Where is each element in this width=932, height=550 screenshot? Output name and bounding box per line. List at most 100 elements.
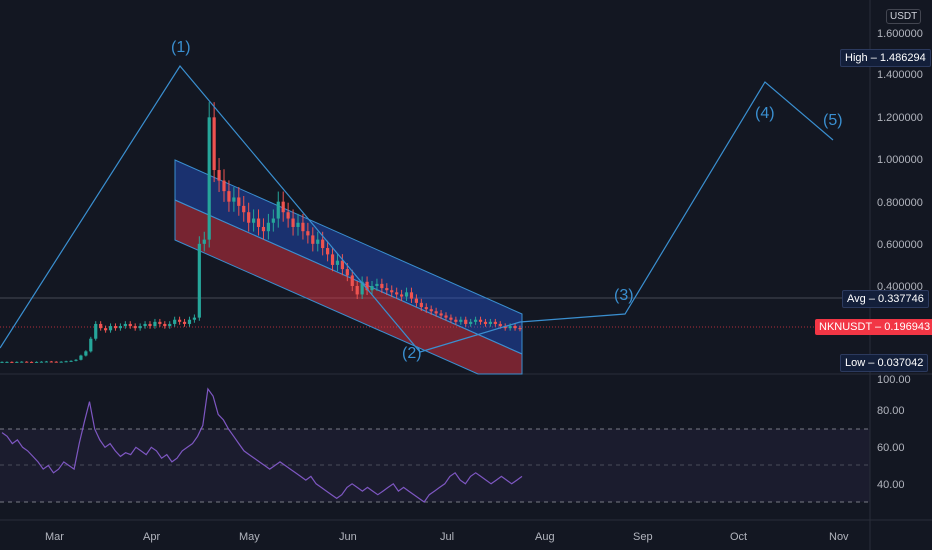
rsi-pane[interactable]: [0, 375, 870, 520]
wave-label-1: (1): [171, 39, 191, 56]
candle-body: [395, 292, 399, 295]
candle-body: [429, 309, 433, 312]
candle-body: [261, 226, 266, 232]
candle-body: [212, 117, 216, 171]
candle-body: [39, 361, 44, 363]
candle-body: [118, 326, 122, 329]
last-price-tag: NKNUSDT – 0.196943: [815, 319, 932, 335]
candle-body: [69, 360, 73, 362]
rsi-tick: 80.00: [877, 405, 905, 417]
candle-body: [390, 290, 394, 293]
candle-body: [202, 239, 206, 244]
candle-body: [483, 321, 488, 324]
candle-body: [291, 218, 295, 227]
candle-body: [44, 361, 48, 363]
candle-body: [163, 323, 167, 327]
candle-body: [365, 281, 369, 291]
candle-body: [84, 351, 88, 356]
candle-body: [247, 212, 251, 223]
tag-dash: –: [875, 321, 882, 333]
candle-body: [5, 361, 9, 363]
price-tick: 1.000000: [877, 154, 923, 166]
candle-body: [0, 361, 4, 363]
candle-body: [178, 319, 182, 322]
candlestick-series[interactable]: [0, 102, 522, 363]
candle-body: [380, 283, 384, 289]
candle-body: [326, 248, 330, 255]
candle-body: [493, 321, 497, 324]
candle-body: [197, 243, 201, 318]
candle-body: [123, 323, 127, 327]
candle-body: [498, 323, 502, 327]
candle-body: [424, 307, 428, 310]
candle-body: [444, 315, 448, 318]
avg-label: Avg: [847, 293, 866, 305]
candle-body: [296, 222, 300, 227]
candle-body: [59, 361, 63, 363]
tag-dash: –: [868, 357, 875, 369]
last-value: 0.196943: [884, 321, 931, 333]
candle-body: [321, 239, 325, 249]
candle-body: [182, 321, 187, 324]
candle-body: [316, 239, 320, 244]
candle-body: [148, 323, 152, 327]
time-label: Jul: [440, 531, 454, 543]
time-label: May: [239, 531, 260, 543]
candle-body: [10, 361, 14, 363]
candle-body: [419, 302, 423, 308]
candle-body: [25, 361, 29, 363]
candle-body: [508, 326, 512, 329]
time-label: Mar: [45, 531, 64, 543]
candle-body: [464, 319, 468, 324]
candle-body: [513, 326, 517, 329]
wave-label-2: (2): [402, 345, 422, 362]
avg-price-tag: Avg – 0.337746: [842, 290, 929, 308]
channel-lower-zone[interactable]: [174, 199, 523, 375]
candle-body: [360, 281, 364, 295]
candle-body: [89, 338, 93, 352]
high-price-tag: High – 1.486294: [840, 49, 931, 67]
wave-label-4: (4): [755, 105, 775, 122]
candle-body: [474, 319, 478, 322]
low-value: 0.037042: [877, 357, 924, 369]
candle-body: [311, 235, 315, 244]
tag-dash: –: [868, 293, 875, 305]
time-label: Aug: [535, 531, 555, 543]
candle-body: [434, 311, 438, 314]
candle-body: [478, 319, 483, 322]
rsi-tick: 60.00: [877, 442, 905, 454]
elliott-wave-path[interactable]: [0, 64, 834, 353]
avg-value: 0.337746: [878, 293, 924, 305]
currency-unit-button[interactable]: USDT: [886, 9, 922, 24]
candle-body: [404, 292, 409, 297]
candle-body: [20, 361, 24, 363]
candle-body: [138, 326, 142, 329]
candle-body: [454, 319, 458, 322]
low-price-tag: Low – 0.037042: [840, 354, 929, 372]
candle-body: [271, 218, 275, 223]
candle-body: [232, 197, 236, 202]
candle-body: [207, 117, 211, 240]
candle-body: [64, 361, 68, 363]
candle-body: [414, 298, 418, 303]
candle-body: [330, 254, 335, 265]
candle-body: [227, 191, 231, 202]
candle-body: [370, 286, 374, 291]
candle-body: [256, 218, 261, 227]
high-value: 1.486294: [879, 52, 926, 64]
candle-body: [153, 321, 157, 327]
candle-body: [355, 286, 359, 295]
rsi-line[interactable]: [1, 387, 523, 503]
candle-body: [252, 218, 256, 223]
candle-body: [449, 317, 453, 320]
candle-body: [49, 361, 53, 363]
candle-body: [503, 326, 507, 329]
price-tick: 1.200000: [877, 112, 923, 124]
price-tick: 0.800000: [877, 197, 923, 209]
candle-body: [104, 328, 108, 331]
candle-body: [187, 319, 192, 324]
candle-body: [306, 231, 310, 236]
candle-body: [222, 180, 226, 192]
candle-body: [286, 212, 290, 219]
